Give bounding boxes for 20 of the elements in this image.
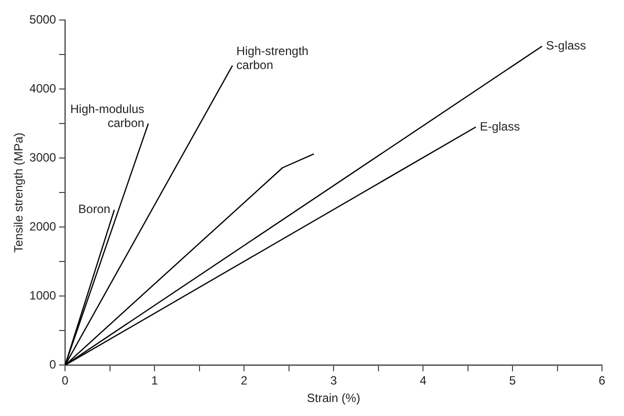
y-tick-label: 5000	[29, 12, 56, 26]
y-axis-title: Tensile strength (MPa)	[12, 132, 26, 253]
x-tick-label: 1	[151, 374, 158, 388]
x-axis-title: Strain (%)	[306, 391, 360, 406]
y-tick-label: 3000	[29, 150, 56, 164]
series-label: High-strength carbon	[236, 44, 308, 72]
x-tick-label: 0	[62, 374, 69, 388]
y-tick-label: 4000	[29, 81, 56, 96]
series-label: E-glass	[480, 119, 520, 134]
x-tick-label: 4	[420, 374, 427, 388]
series-label: S-glass	[546, 38, 586, 53]
x-tick-label: 5	[509, 374, 516, 388]
x-tick-label: 2	[240, 374, 248, 388]
y-tick-label: 2000	[29, 219, 56, 234]
y-tick-label: 1000	[29, 288, 56, 302]
y-tick-label: 0	[49, 358, 56, 372]
x-tick-label: 6	[598, 374, 606, 388]
series-label: Boron	[78, 202, 110, 216]
series-label: High-modulus carbon	[70, 102, 144, 130]
x-tick-label: 3	[330, 374, 338, 388]
